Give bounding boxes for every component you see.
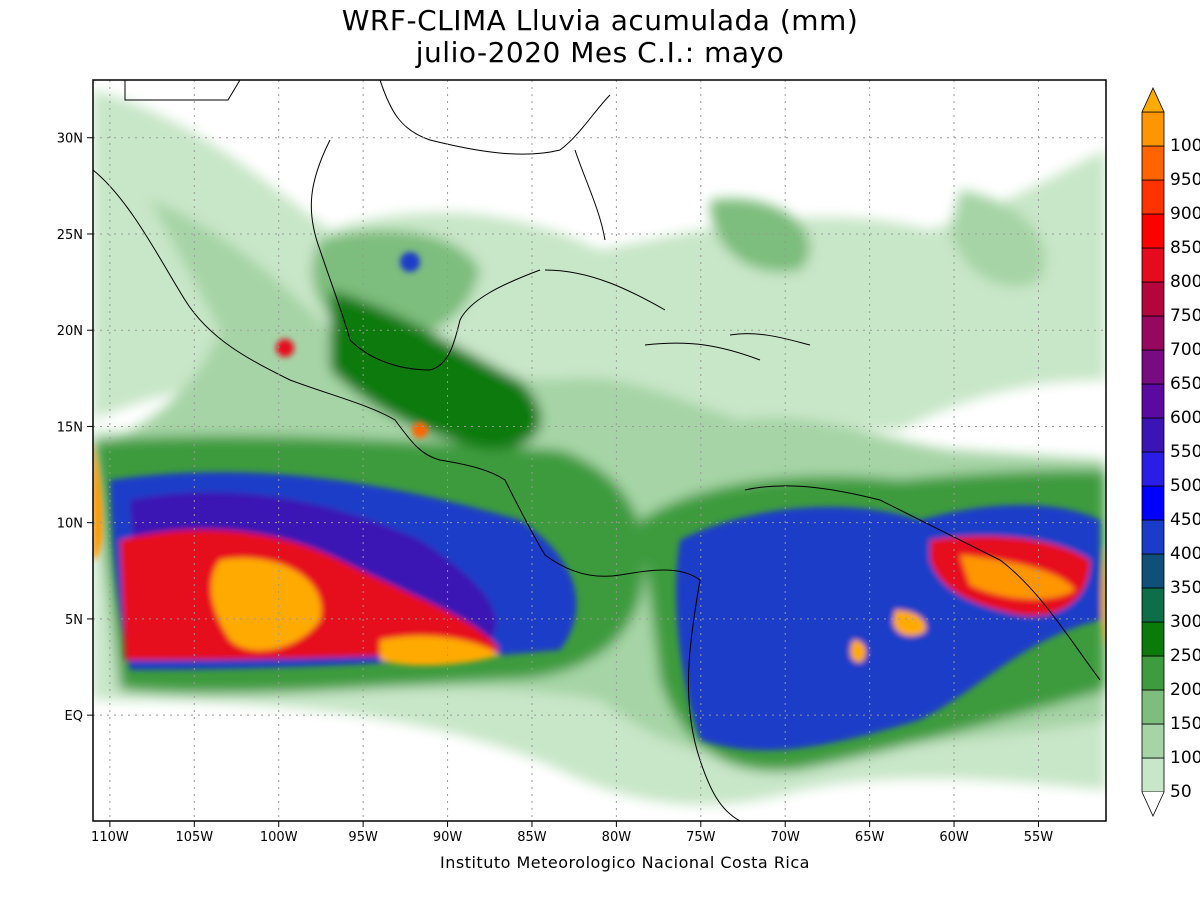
colorbar-label: 900 xyxy=(1170,204,1200,224)
lon-tick-label: 85W xyxy=(517,830,547,845)
map-frame xyxy=(92,79,1107,822)
colorbar-label: 400 xyxy=(1170,544,1200,564)
colorbar-label: 550 xyxy=(1170,442,1200,462)
colorbar-bin xyxy=(1141,723,1165,759)
colorbar-bin xyxy=(1141,179,1165,215)
lat-lon-grid xyxy=(93,80,1106,821)
colorbar-bin xyxy=(1141,145,1165,181)
lon-tick-label: 90W xyxy=(433,830,463,845)
map-title: WRF-CLIMA Lluvia acumulada (mm) xyxy=(341,4,859,37)
lon-tick-label: 75W xyxy=(686,830,716,845)
colorbar-bin xyxy=(1141,689,1165,725)
lon-tick-label: 105W xyxy=(175,830,213,845)
colorbar-label: 950 xyxy=(1170,170,1200,190)
colorbar-bin xyxy=(1141,451,1165,487)
colorbar-over-arrow xyxy=(1141,87,1165,113)
lat-tick-label: 30N xyxy=(57,132,83,147)
colorbar-bin xyxy=(1141,349,1165,385)
colorbar-label: 600 xyxy=(1170,408,1200,428)
colorbar-under-arrow xyxy=(1141,791,1165,817)
colorbar-label: 200 xyxy=(1170,680,1200,700)
colorbar-bin xyxy=(1141,485,1165,521)
coastlines xyxy=(93,80,1101,821)
lon-tick-label: 65W xyxy=(855,830,885,845)
colorbar-bin xyxy=(1141,587,1165,623)
colorbar-label: 100 xyxy=(1170,136,1200,156)
colorbar-label: 150 xyxy=(1170,714,1200,734)
colorbar-bin xyxy=(1141,553,1165,589)
colorbar-label: 50 xyxy=(1170,782,1192,802)
lon-tick-label: 80W xyxy=(602,830,632,845)
lon-tick-label: 110W xyxy=(91,830,129,845)
colorbar-label: 650 xyxy=(1170,374,1200,394)
lat-tick-label: 15N xyxy=(57,420,83,435)
longitude-ticks: 110W 105W 100W 95W 90W 85W 80W 75W 70W 65W 60W 55W xyxy=(91,821,1053,845)
colorbar-bin xyxy=(1141,417,1165,453)
lon-tick-label: 60W xyxy=(939,830,969,845)
colorbar-label: 750 xyxy=(1170,306,1200,326)
colorbar-bin xyxy=(1141,519,1165,555)
colorbar-bin xyxy=(1141,757,1165,793)
map-subtitle: julio-2020 Mes C.I.: mayo xyxy=(415,36,785,69)
lon-tick-label: 55W xyxy=(1024,830,1054,845)
lat-tick-label: EQ xyxy=(65,709,83,724)
latitude-ticks: 30N 25N 20N 15N 10N 5N EQ xyxy=(57,132,93,724)
colorbar-label: 250 xyxy=(1170,646,1200,666)
colorbar-label: 700 xyxy=(1170,340,1200,360)
lat-tick-label: 5N xyxy=(65,613,83,628)
colorbar-bin xyxy=(1141,621,1165,657)
rainfall-field xyxy=(93,90,1106,805)
lon-tick-label: 70W xyxy=(771,830,801,845)
colorbar-bin xyxy=(1141,213,1165,249)
lat-tick-label: 10N xyxy=(57,517,83,532)
colorbar: 50 100 150 200 250 300 350 400 450 500 550 600 650 70… xyxy=(1141,87,1200,817)
colorbar-label: 350 xyxy=(1170,578,1200,598)
colorbar-bin xyxy=(1141,655,1165,691)
colorbar-label: 850 xyxy=(1170,238,1200,258)
colorbar-bin xyxy=(1141,383,1165,419)
lat-tick-label: 25N xyxy=(57,228,83,243)
lon-tick-label: 100W xyxy=(260,830,298,845)
colorbar-bin xyxy=(1141,247,1165,283)
colorbar-label: 300 xyxy=(1170,612,1200,632)
colorbar-label: 800 xyxy=(1170,272,1200,292)
colorbar-label: 100 xyxy=(1170,748,1200,768)
lon-tick-label: 95W xyxy=(348,830,378,845)
colorbar-bin xyxy=(1141,315,1165,351)
colorbar-label: 450 xyxy=(1170,510,1200,530)
credit-label: Instituto Meteorologico Nacional Costa R… xyxy=(440,853,810,872)
colorbar-bin xyxy=(1141,111,1165,147)
colorbar-label: 500 xyxy=(1170,476,1200,496)
lat-tick-label: 20N xyxy=(57,324,83,339)
colorbar-bin xyxy=(1141,281,1165,317)
